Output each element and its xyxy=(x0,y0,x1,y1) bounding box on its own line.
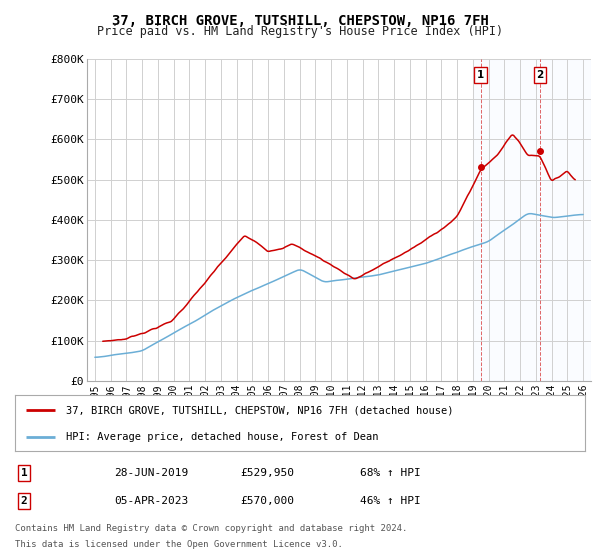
Text: 37, BIRCH GROVE, TUTSHILL, CHEPSTOW, NP16 7FH: 37, BIRCH GROVE, TUTSHILL, CHEPSTOW, NP1… xyxy=(112,14,488,28)
Text: Contains HM Land Registry data © Crown copyright and database right 2024.: Contains HM Land Registry data © Crown c… xyxy=(15,524,407,533)
Text: 68% ↑ HPI: 68% ↑ HPI xyxy=(360,468,421,478)
Text: 28-JUN-2019: 28-JUN-2019 xyxy=(114,468,188,478)
Text: 2: 2 xyxy=(536,70,544,80)
Text: £570,000: £570,000 xyxy=(240,496,294,506)
Bar xyxy=(473,59,591,381)
Text: HPI: Average price, detached house, Forest of Dean: HPI: Average price, detached house, Fore… xyxy=(66,432,379,442)
Text: Price paid vs. HM Land Registry's House Price Index (HPI): Price paid vs. HM Land Registry's House … xyxy=(97,25,503,38)
Text: £529,950: £529,950 xyxy=(240,468,294,478)
Text: 46% ↑ HPI: 46% ↑ HPI xyxy=(360,496,421,506)
Text: 2: 2 xyxy=(20,496,28,506)
Text: 37, BIRCH GROVE, TUTSHILL, CHEPSTOW, NP16 7FH (detached house): 37, BIRCH GROVE, TUTSHILL, CHEPSTOW, NP1… xyxy=(66,405,454,416)
Text: 1: 1 xyxy=(477,70,484,80)
Text: 05-APR-2023: 05-APR-2023 xyxy=(114,496,188,506)
Text: This data is licensed under the Open Government Licence v3.0.: This data is licensed under the Open Gov… xyxy=(15,540,343,549)
Text: 1: 1 xyxy=(20,468,28,478)
